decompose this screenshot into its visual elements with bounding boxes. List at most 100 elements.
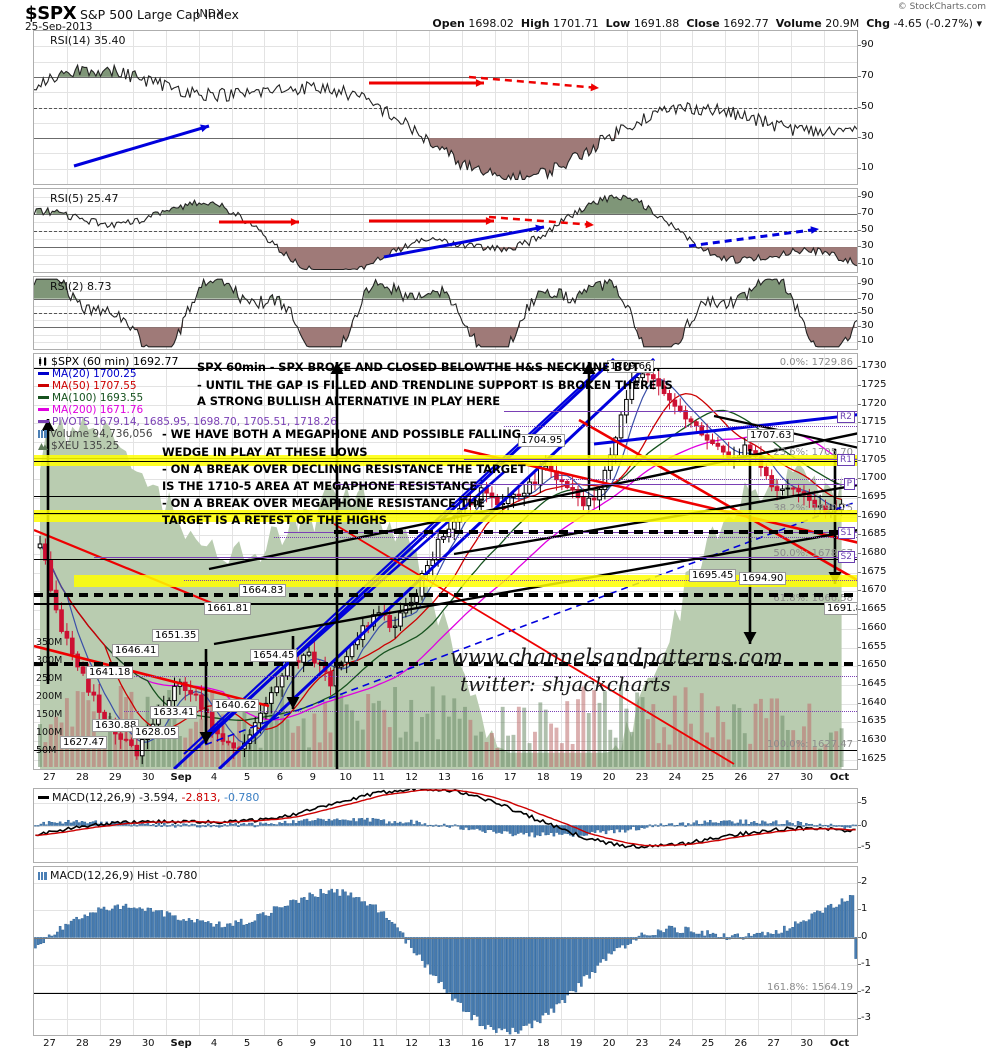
bar <box>198 920 202 938</box>
bar <box>607 825 611 831</box>
chg-value: -4.65 (-0.27%) <box>893 17 973 30</box>
series-area <box>36 208 44 215</box>
price-tag: 1640.62 <box>212 699 260 712</box>
chg-label: Chg <box>866 17 890 30</box>
series-area <box>535 224 544 233</box>
bar <box>813 825 816 827</box>
bar <box>258 712 263 724</box>
bar <box>225 740 231 744</box>
axis-tick <box>858 627 861 629</box>
volume-axis-label: 350M <box>36 637 63 648</box>
bar <box>710 737 715 767</box>
xaxis-tick-label: 20 <box>602 772 616 783</box>
axis-tick <box>858 459 861 461</box>
axis-tick-label: 1685 <box>861 528 887 540</box>
bar <box>706 930 709 938</box>
bar <box>794 825 797 827</box>
bar <box>805 823 808 826</box>
bar <box>312 713 317 767</box>
bar <box>78 919 81 938</box>
series-area <box>419 286 452 305</box>
bar <box>829 823 833 826</box>
trend-line <box>578 418 857 582</box>
rsi2-panel: RSI(2) 8.73 <box>33 276 858 350</box>
rsi-level-50 <box>34 230 857 232</box>
axis-tick <box>858 196 861 198</box>
neckline-dashed <box>34 593 854 598</box>
axis-tick-label: 1675 <box>861 565 887 577</box>
bar <box>730 821 734 826</box>
bar <box>486 825 490 831</box>
bar <box>481 937 484 1026</box>
bar <box>464 825 468 828</box>
bar <box>706 822 709 826</box>
bar <box>489 937 493 1027</box>
bar <box>409 937 413 948</box>
bar <box>168 825 172 827</box>
rsi5-yaxis: 90 70 50 30 10 <box>858 188 898 273</box>
highlight-band <box>34 454 857 466</box>
bar <box>328 671 333 687</box>
bar <box>355 821 358 826</box>
bar <box>171 823 174 826</box>
bar <box>196 825 199 828</box>
bar <box>667 744 672 767</box>
macd-label: MACD(12,26,9) -3.594, -2.813, -0.780 <box>38 791 259 804</box>
bar <box>396 822 399 826</box>
gridline-vertical <box>758 867 760 1035</box>
bar <box>758 932 761 938</box>
bar <box>585 937 589 975</box>
bar <box>818 911 822 938</box>
bar <box>64 630 70 639</box>
xaxis-bottom: 27 28 29 30 Sep 4 5 6 9 10 11 12 13 16 17 18 19 20 23 24 25 2… <box>33 1038 858 1051</box>
bar <box>50 822 54 826</box>
fib-level-label: 161.8%: 1564.19 <box>766 982 853 993</box>
bar <box>58 821 62 826</box>
bar <box>632 825 635 827</box>
axis-tick-label: 0 <box>861 930 868 942</box>
gridline-horizontal <box>34 479 857 481</box>
bar <box>672 399 678 407</box>
bar <box>174 825 177 828</box>
bar <box>521 492 527 497</box>
chevron-down-icon[interactable]: ▾ <box>976 17 982 30</box>
trend-line <box>488 215 595 227</box>
bar <box>688 418 694 423</box>
bar <box>549 825 553 833</box>
bar <box>58 926 62 938</box>
bar <box>264 915 268 938</box>
low-label: Low <box>605 17 631 30</box>
bar <box>506 937 509 1032</box>
bar <box>694 740 699 767</box>
pivot-line <box>94 557 857 559</box>
bar <box>425 713 430 767</box>
bar <box>475 825 479 829</box>
histogram-icon <box>38 872 47 880</box>
bar <box>607 937 611 954</box>
price-panel: 0.0%: 1729.86 23.6%: 1705.70 38.2%: 1690.7… <box>33 353 858 770</box>
bar <box>615 825 619 830</box>
bar <box>530 937 534 1029</box>
bar <box>571 825 575 837</box>
bar <box>667 823 671 826</box>
bar <box>599 825 602 833</box>
bar <box>283 820 287 826</box>
bar <box>829 903 833 938</box>
bar <box>64 822 67 826</box>
bar <box>769 933 772 938</box>
bar <box>543 709 548 767</box>
series-path <box>34 63 857 181</box>
legend-item: $SPX (60 min) 1692.77 <box>38 356 337 368</box>
macd-yaxis: 5 0 -5 <box>858 788 898 863</box>
horizontal-level <box>34 460 857 462</box>
bar <box>193 922 196 938</box>
bar <box>656 825 660 827</box>
annotation-line: SPX 60min - SPX BROKE AND CLOSED BELOWTH… <box>197 360 661 374</box>
bar <box>624 708 629 767</box>
bar <box>473 825 476 830</box>
bar <box>714 933 718 938</box>
bar <box>53 934 56 938</box>
bar <box>187 918 191 938</box>
bar <box>821 912 825 938</box>
bar <box>341 889 344 938</box>
